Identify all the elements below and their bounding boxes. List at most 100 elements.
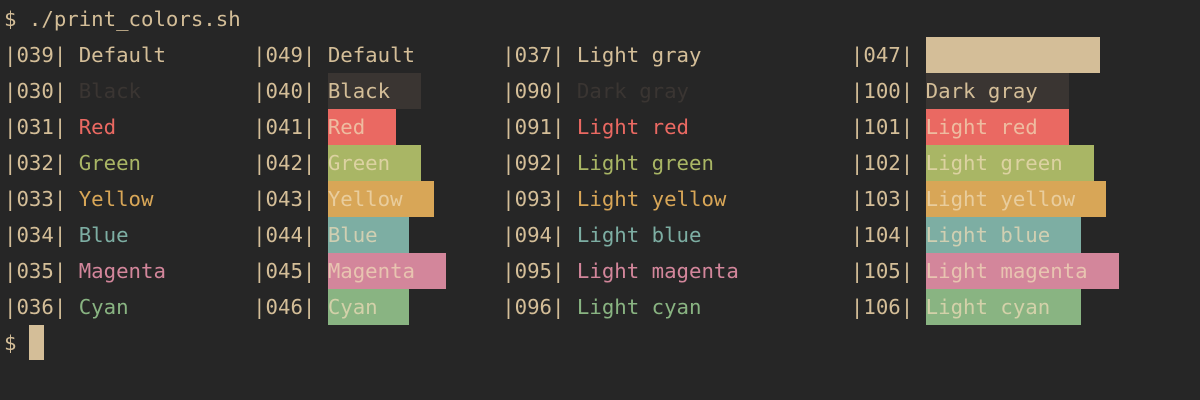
- color-label: Yellow: [78, 187, 154, 211]
- color-row: |033| Yellow |043| Yellow |093| Light yellow |…: [4, 181, 1194, 217]
- background-sample: Yellow: [327, 181, 434, 217]
- color-label: Dark gray: [576, 79, 690, 103]
- color-row: |030| Black |040| Black |090| Dark gray |100| D…: [4, 73, 1194, 109]
- background-sample: Blue: [327, 217, 409, 253]
- background-sample: [925, 37, 1101, 84]
- background-sample: Green: [327, 145, 422, 181]
- color-code: |035|: [4, 259, 67, 283]
- prompt-line: $ ./print_colors.sh: [4, 1, 1194, 37]
- foreground-sample: Light magenta: [577, 253, 739, 289]
- color-label: Red: [78, 115, 117, 139]
- color-row: |031| Red |041| Red |091| Light red |101| Light…: [4, 109, 1194, 145]
- color-code: |039|: [4, 43, 67, 67]
- background-sample: Light blue: [925, 217, 1082, 253]
- color-label: Light green: [576, 151, 714, 175]
- color-label: Black: [327, 73, 422, 109]
- color-code: |101|: [850, 115, 914, 139]
- color-code: |045|: [253, 259, 316, 283]
- color-code: |037|: [502, 43, 565, 67]
- color-label: Red: [327, 109, 397, 145]
- color-code: |095|: [502, 259, 565, 283]
- color-label: Black: [78, 79, 141, 103]
- color-row: |036| Cyan |046| Cyan |096| Light cyan |106| Li…: [4, 289, 1194, 325]
- color-code: |092|: [502, 151, 565, 175]
- color-label: Light yellow: [925, 181, 1107, 217]
- color-code: |036|: [4, 295, 67, 319]
- color-code: |103|: [850, 187, 914, 211]
- color-label: Blue: [78, 223, 129, 247]
- foreground-sample: Light blue: [577, 217, 702, 253]
- color-label: Dark gray: [925, 73, 1069, 109]
- background-sample: Black: [327, 73, 422, 109]
- color-code: |046|: [253, 295, 316, 319]
- color-code: |040|: [253, 79, 316, 103]
- color-label: Green: [327, 145, 422, 181]
- color-code: |043|: [253, 187, 316, 211]
- color-code: |033|: [4, 187, 67, 211]
- color-code: |091|: [502, 115, 565, 139]
- background-sample: Red: [327, 109, 397, 145]
- color-label: Light magenta: [925, 253, 1119, 289]
- color-label: Light blue: [576, 223, 702, 247]
- background-sample: Dark gray: [925, 73, 1069, 109]
- color-label: Cyan: [78, 295, 129, 319]
- background-sample: Light cyan: [925, 289, 1082, 325]
- background-sample: Cyan: [327, 289, 409, 325]
- prompt: $: [4, 331, 17, 355]
- color-code: |096|: [502, 295, 565, 319]
- command: $ ./print_colors.sh: [4, 7, 241, 31]
- color-label: Light cyan: [576, 295, 702, 319]
- color-label: Cyan: [327, 289, 409, 325]
- color-label: Light green: [925, 145, 1094, 181]
- color-label: Light red: [576, 115, 690, 139]
- foreground-sample: Cyan: [79, 289, 129, 325]
- color-row: |035| Magenta |045| Magenta |095| Light magen…: [4, 253, 1194, 289]
- color-label: Light red: [925, 109, 1069, 145]
- color-label: Blue: [327, 217, 409, 253]
- color-code: |105|: [850, 259, 914, 283]
- foreground-sample: Light green: [577, 145, 714, 181]
- foreground-sample: Magenta: [79, 253, 166, 289]
- color-label: Light cyan: [925, 289, 1082, 325]
- color-label: Light blue: [925, 217, 1082, 253]
- background-sample: Light yellow: [925, 181, 1107, 217]
- cursor: [28, 325, 44, 360]
- foreground-sample: Green: [79, 145, 141, 181]
- color-code: |100|: [850, 79, 914, 103]
- color-label: Magenta: [327, 253, 447, 289]
- color-code: |090|: [502, 79, 565, 103]
- foreground-sample: Light gray: [577, 37, 702, 73]
- background-sample: Light green: [925, 145, 1094, 181]
- color-code: |104|: [850, 223, 914, 247]
- color-label: Default: [78, 43, 166, 67]
- foreground-sample: Dark gray: [577, 73, 689, 109]
- color-label: Magenta: [78, 259, 166, 283]
- prompt-line: $: [4, 325, 1194, 361]
- foreground-sample: Red: [79, 109, 116, 145]
- background-sample: Light red: [925, 109, 1069, 145]
- color-code: |094|: [502, 223, 565, 247]
- foreground-sample: Default: [79, 37, 166, 73]
- color-code: |044|: [253, 223, 316, 247]
- color-code: |047|: [850, 43, 914, 67]
- color-code: |031|: [4, 115, 67, 139]
- foreground-sample: Light red: [577, 109, 689, 145]
- color-label: Light gray: [576, 43, 702, 67]
- color-code: |032|: [4, 151, 67, 175]
- background-sample: Magenta: [327, 253, 447, 289]
- background-sample: Light magenta: [925, 253, 1119, 289]
- color-row: |032| Green |042| Green |092| Light green |102…: [4, 145, 1194, 181]
- color-row: |034| Blue |044| Blue |094| Light blue |104| Li…: [4, 217, 1194, 253]
- foreground-sample: Yellow: [79, 181, 154, 217]
- foreground-sample: Light cyan: [577, 289, 702, 325]
- color-code: |034|: [4, 223, 67, 247]
- foreground-sample: Blue: [79, 217, 129, 253]
- color-row: |039| Default |049| Default |037| Light gray |…: [4, 37, 1194, 73]
- color-code: |042|: [253, 151, 316, 175]
- color-code: |049|: [253, 43, 316, 67]
- color-code: |030|: [4, 79, 67, 103]
- color-label: Yellow: [327, 181, 434, 217]
- background-sample: Default: [328, 37, 415, 73]
- color-code: |106|: [850, 295, 914, 319]
